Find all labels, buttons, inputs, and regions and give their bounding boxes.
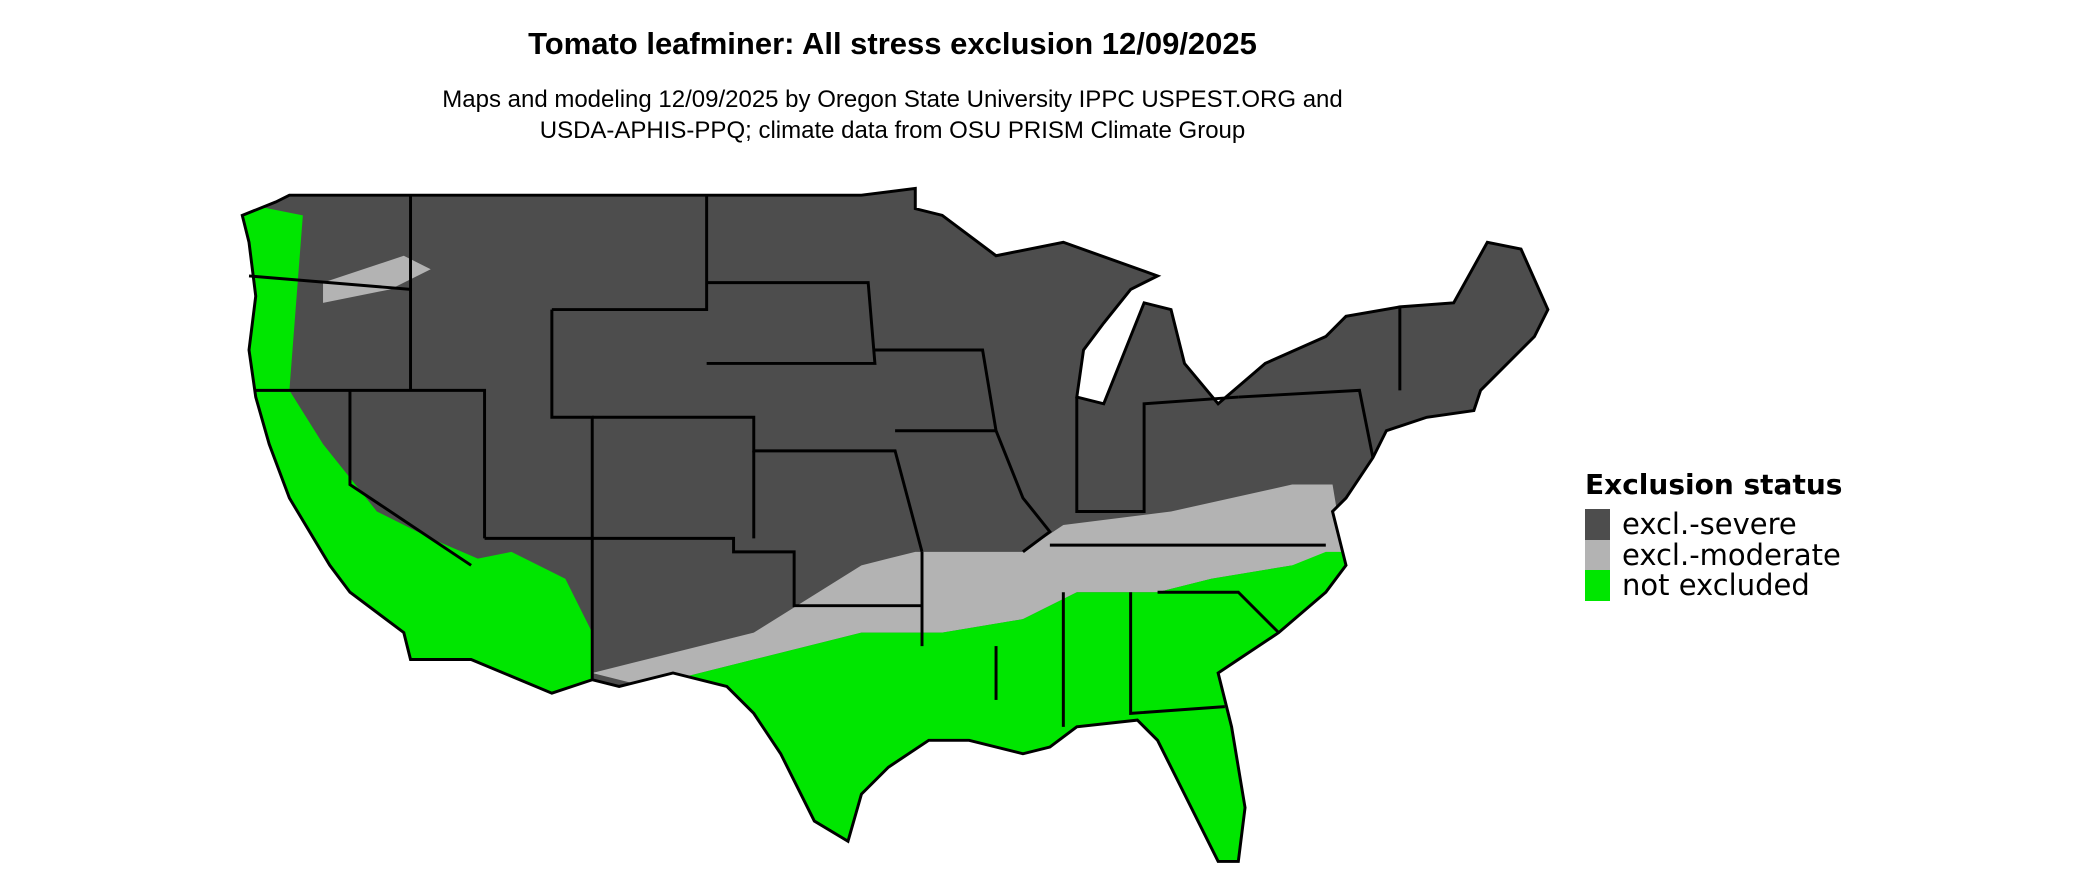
legend-item-severe: excl.-severe: [1585, 507, 1842, 542]
map-subtitle-line2: USDA-APHIS-PPQ; climate data from OSU PR…: [539, 117, 1246, 144]
moderate-exclusion-area: [323, 255, 431, 303]
state-borders: [240, 186, 1550, 863]
legend-title: Exclusion status: [1585, 468, 1843, 501]
legend-label: not excluded: [1622, 568, 1810, 603]
legend-label: excl.-moderate: [1622, 537, 1841, 572]
legend-swatch-severe: [1585, 509, 1610, 540]
legend-swatch-not-excluded: [1585, 570, 1610, 601]
legend-item-moderate: excl.-moderate: [1585, 537, 1842, 572]
legend: Exclusion status excl.-severe excl.-mode…: [1585, 468, 1843, 603]
severe-exclusion-area: [242, 188, 1548, 862]
legend-label: excl.-severe: [1622, 507, 1797, 542]
map-subtitle-line1: Maps and modeling 12/09/2025 by Oregon S…: [442, 86, 1343, 113]
map-title: Tomato leafminer: All stress exclusion 1…: [528, 26, 1257, 61]
moderate-exclusion-area: [592, 484, 1346, 687]
legend-item-not-excluded: not excluded: [1585, 568, 1842, 603]
legend-swatch-moderate: [1585, 539, 1610, 570]
